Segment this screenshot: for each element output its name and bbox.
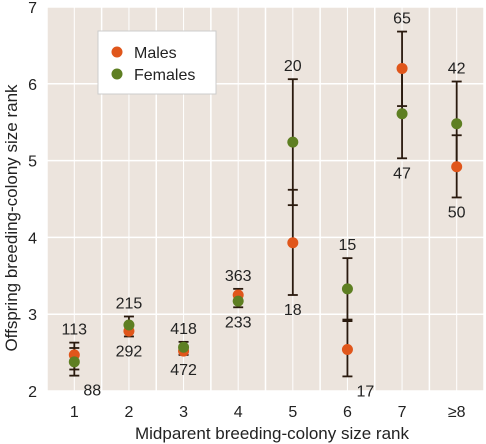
y-tick-label: 5 — [28, 154, 37, 171]
sample-count-label: 50 — [448, 204, 466, 221]
x-tick-label: 5 — [288, 404, 297, 421]
x-tick-label: 7 — [398, 404, 407, 421]
legend-marker-males — [111, 46, 123, 58]
data-point-males — [451, 161, 463, 173]
data-point-females — [178, 341, 190, 353]
y-tick-label: 4 — [28, 230, 37, 247]
x-tick-label: 2 — [124, 404, 133, 421]
sample-count-label: 113 — [62, 322, 88, 339]
data-point-females — [341, 283, 353, 295]
y-tick-label: 3 — [28, 307, 37, 324]
sample-count-label: 215 — [116, 296, 143, 313]
x-tick-label: ≥8 — [448, 404, 466, 421]
sample-count-label: 42 — [448, 60, 466, 77]
legend-label-females: Females — [134, 67, 195, 84]
data-point-females — [68, 356, 80, 368]
legend: Males Females — [97, 30, 217, 95]
sample-count-label: 363 — [225, 268, 252, 285]
legend-box — [97, 30, 217, 95]
data-point-females — [396, 108, 408, 120]
data-point-males — [396, 62, 408, 74]
sample-count-label: 17 — [357, 383, 375, 400]
sample-count-label: 18 — [284, 302, 302, 319]
data-point-females — [451, 118, 463, 130]
data-point-males — [341, 344, 353, 356]
y-tick-label: 2 — [28, 384, 37, 401]
x-tick-label: 4 — [234, 404, 243, 421]
sample-count-label: 472 — [170, 362, 197, 379]
y-axis-title: Offspring breeding-colony size rank — [2, 84, 21, 352]
sample-count-label: 418 — [170, 321, 197, 338]
data-point-females — [232, 295, 244, 307]
sample-count-label: 65 — [393, 11, 411, 28]
data-point-females — [287, 136, 299, 148]
legend-label-males: Males — [134, 45, 177, 62]
sample-count-label: 47 — [393, 165, 411, 182]
y-tick-label: 6 — [28, 77, 37, 94]
sample-count-label: 88 — [83, 383, 101, 400]
data-point-females — [123, 319, 135, 331]
legend-marker-females — [111, 68, 123, 80]
y-tick-label: 7 — [28, 0, 37, 17]
x-axis-title: Midparent breeding-colony size rank — [135, 424, 410, 443]
x-tick-label: 1 — [70, 404, 79, 421]
sample-count-label: 292 — [116, 343, 143, 360]
sample-count-label: 15 — [339, 237, 357, 254]
sample-count-label: 20 — [284, 58, 302, 75]
x-tick-label: 3 — [179, 404, 188, 421]
data-point-males — [287, 237, 299, 249]
sample-count-label: 233 — [225, 314, 252, 331]
x-tick-label: 6 — [343, 404, 352, 421]
